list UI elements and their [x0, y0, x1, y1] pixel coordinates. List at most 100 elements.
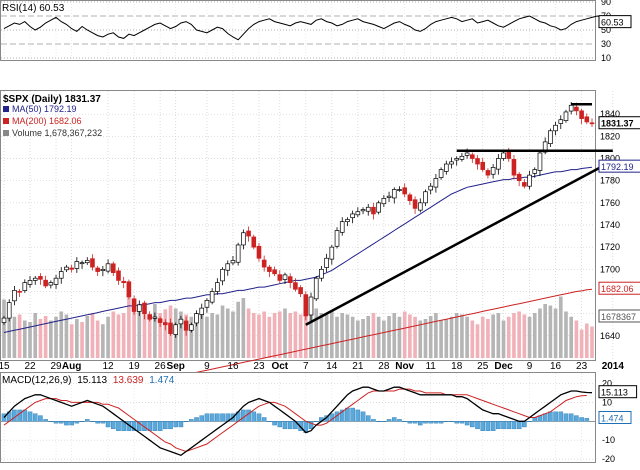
- volume-bar-93: [486, 319, 490, 358]
- macd-hist-bar-107: [559, 412, 563, 421]
- volume-bar-15: [80, 322, 84, 358]
- macd-legend-prefix: MACD(12,26,9): [2, 375, 71, 386]
- x-tick-3: Aug: [62, 361, 81, 372]
- volume-bar-86: [450, 317, 454, 358]
- candle-body-60: [314, 278, 318, 299]
- macd-hist-bar-80: [418, 421, 422, 425]
- candle-body-83: [434, 178, 438, 187]
- macd-hist-bar-86: [449, 421, 453, 422]
- candle-body-2: [12, 290, 16, 300]
- volume-bar-11: [59, 312, 63, 359]
- x-tick-24: 2014: [602, 361, 625, 372]
- macd-hist-bar-78: [408, 421, 412, 423]
- candle-body-39: [205, 300, 209, 307]
- volume-bar-72: [377, 317, 381, 358]
- candle-body-14: [75, 262, 79, 269]
- macd-hist-bar-67: [351, 408, 355, 421]
- volume-bar-12: [65, 315, 69, 359]
- volume-bar-54: [283, 309, 287, 359]
- volume-bar-109: [569, 317, 573, 358]
- volume-bar-43: [226, 309, 230, 359]
- macd-hist-bar-77: [403, 421, 407, 422]
- candle-body-21: [111, 264, 115, 273]
- volume-legend: Volume 1,678,367,232: [12, 128, 102, 138]
- candle-body-33: [174, 325, 178, 335]
- candle-body-24: [127, 282, 131, 297]
- x-tick-14: 21: [352, 361, 364, 372]
- candle-body-62: [325, 258, 329, 267]
- volume-bar-111: [580, 330, 584, 359]
- volume-bar-77: [403, 312, 407, 359]
- volume-bar-47: [247, 309, 251, 359]
- macd-hist-bar-94: [491, 421, 495, 430]
- volume-bar-26: [137, 312, 141, 359]
- candle-body-4: [23, 283, 27, 291]
- x-tick-9: 16: [227, 361, 239, 372]
- rsi-tick-3: 30: [601, 39, 611, 49]
- volume-bar-8: [44, 316, 48, 358]
- macd-hist-bar-6: [33, 414, 37, 422]
- x-tick-12: 7: [303, 361, 309, 372]
- macd-hist-bar-15: [80, 421, 84, 422]
- macd-hist-bar-100: [522, 421, 526, 427]
- macd-signal-legend: 13.639: [113, 375, 144, 386]
- macd-hist-bar-48: [252, 412, 256, 421]
- macd-hist-last-label: 1.474: [601, 413, 624, 423]
- volume-bar-84: [439, 321, 443, 359]
- volume-bar-71: [372, 313, 376, 358]
- macd-hist-bar-66: [345, 408, 349, 421]
- macd-hist-bar-49: [257, 414, 261, 422]
- macd-hist-bar-47: [246, 410, 250, 421]
- macd-hist-bar-55: [288, 421, 292, 429]
- volume-bar-61: [320, 313, 324, 358]
- candle-body-34: [179, 319, 183, 324]
- volume-bar-69: [361, 319, 365, 358]
- macd-hist-bar-50: [262, 418, 266, 422]
- volume-bar-17: [91, 313, 95, 358]
- candle-body-52: [273, 270, 277, 274]
- macd-hist-bar-34: [179, 421, 183, 427]
- candle-body-35: [184, 321, 188, 330]
- candle-body-57: [299, 288, 303, 294]
- macd-hist-bar-72: [377, 421, 381, 422]
- macd-hist-bar-21: [111, 421, 115, 429]
- x-tick-23: 23: [576, 361, 588, 372]
- candle-body-13: [70, 268, 74, 269]
- macd-legend: MACD(12,26,9) 15.113 13.639 1.474: [2, 375, 175, 386]
- volume-bar-94: [491, 315, 495, 359]
- macd-hist-bar-82: [429, 421, 433, 423]
- macd-hist-bar-76: [397, 419, 401, 421]
- macd-hist-bar-9: [49, 421, 53, 422]
- candle-body-113: [590, 123, 594, 124]
- volume-bar-68: [356, 321, 360, 359]
- candle-body-88: [460, 156, 464, 159]
- macd-hist-bar-16: [85, 419, 89, 421]
- volume-bar-105: [549, 306, 553, 359]
- candle-body-111: [580, 111, 584, 119]
- macd-hist-bar-69: [361, 412, 365, 421]
- volume-bar-22: [117, 315, 121, 359]
- x-tick-20: Dec: [494, 361, 513, 372]
- volume-bar-89: [465, 317, 469, 358]
- volume-bar-98: [512, 313, 516, 358]
- macd-hist-bar-7: [38, 416, 42, 422]
- candle-body-66: [345, 219, 349, 221]
- macd-hist-bar-83: [434, 421, 438, 423]
- rsi-legend: RSI(14) 60.53: [2, 3, 65, 14]
- candle-body-90: [470, 155, 474, 159]
- volume-bar-50: [262, 312, 266, 359]
- candle-body-99: [517, 174, 521, 180]
- macd-hist-bar-81: [423, 421, 427, 423]
- volume-last-label: 1678367: [601, 312, 636, 322]
- candle-body-32: [169, 323, 173, 334]
- macd-hist-bar-4: [23, 410, 27, 421]
- x-tick-11: Oct: [271, 361, 288, 372]
- candle-body-47: [247, 231, 251, 236]
- macd-hist-bar-19: [101, 421, 105, 423]
- macd-hist-bar-35: [184, 421, 188, 422]
- rsi-current-label: 60.53: [601, 18, 624, 28]
- volume-bar-13: [70, 324, 74, 358]
- candle-body-102: [533, 170, 537, 174]
- volume-bar-51: [268, 317, 272, 358]
- volume-bar-24: [127, 298, 131, 358]
